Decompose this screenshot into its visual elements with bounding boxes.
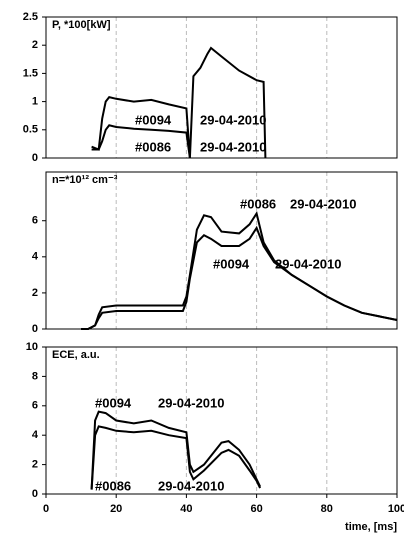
series-label: #0086 <box>95 478 131 493</box>
y-tick-label: 8 <box>32 370 38 382</box>
series-date: 29-04-2010 <box>158 395 225 410</box>
series-line <box>81 225 398 330</box>
panel-title: P, *100[kW] <box>52 19 111 31</box>
y-tick-label: 2.5 <box>23 11 38 23</box>
series-line <box>91 124 191 159</box>
x-tick-label: 100 <box>388 503 404 515</box>
y-tick-label: 6 <box>32 215 38 227</box>
y-tick-label: 2 <box>32 459 38 471</box>
series-label: #0086 <box>135 139 171 154</box>
y-tick-label: 0 <box>32 152 38 164</box>
series-label: #0094 <box>135 112 172 127</box>
series-label: #0086 <box>240 196 276 211</box>
x-tick-label: 60 <box>250 503 262 515</box>
y-tick-label: 4 <box>32 429 39 441</box>
y-tick-label: 1 <box>32 96 38 108</box>
series-label: #0094 <box>213 256 250 271</box>
panel-title: n=*10¹² cm⁻³ <box>52 174 118 186</box>
x-tick-label: 20 <box>110 503 122 515</box>
series-date: 29-04-2010 <box>290 196 357 211</box>
series-date: 29-04-2010 <box>275 256 342 271</box>
plot-frame <box>45 346 398 495</box>
series-line <box>91 46 267 159</box>
x-tick-label: 80 <box>321 503 333 515</box>
series-date: 29-04-2010 <box>200 112 267 127</box>
series-date: 29-04-2010 <box>200 139 267 154</box>
y-tick-label: 4 <box>32 251 39 263</box>
y-tick-label: 10 <box>26 341 38 353</box>
y-tick-label: 0.5 <box>23 124 38 136</box>
x-axis-label: time, [ms] <box>345 521 397 533</box>
y-tick-label: 0 <box>32 488 38 500</box>
x-tick-label: 40 <box>180 503 192 515</box>
plot-frame <box>45 16 398 159</box>
y-tick-label: 6 <box>32 400 38 412</box>
plot-frame <box>45 171 398 330</box>
y-tick-label: 2 <box>32 287 38 299</box>
x-tick-label: 0 <box>43 503 49 515</box>
y-tick-label: 1.5 <box>23 67 38 79</box>
y-tick-label: 0 <box>32 323 38 335</box>
series-line <box>90 425 262 490</box>
y-tick-label: 2 <box>32 39 38 51</box>
series-label: #0094 <box>95 395 132 410</box>
panel-title: ECE, a.u. <box>52 349 100 361</box>
series-date: 29-04-2010 <box>158 478 225 493</box>
